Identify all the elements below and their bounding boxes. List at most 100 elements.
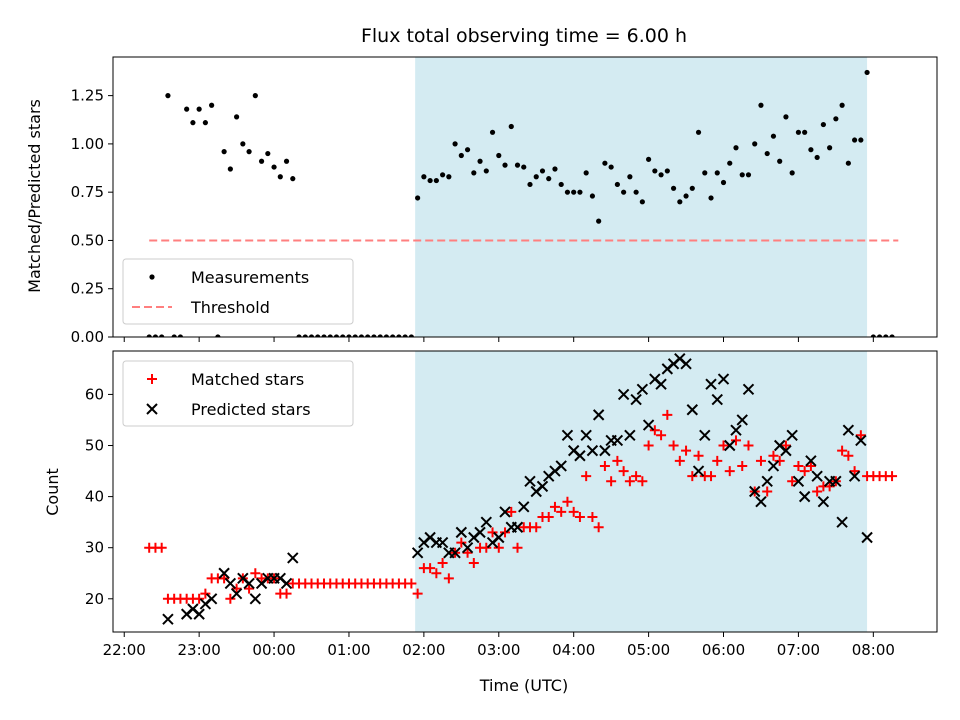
measurement-point — [171, 334, 177, 337]
predicted-point — [162, 613, 174, 625]
measurement-point — [340, 334, 346, 337]
measurement-point — [514, 162, 521, 168]
measurement-point — [371, 334, 377, 337]
measurement-point — [558, 181, 564, 188]
matched-point — [593, 522, 604, 533]
legend-label: Measurements — [191, 268, 309, 287]
matched-point — [656, 430, 667, 441]
plot-area — [146, 69, 899, 337]
matched-point — [668, 440, 679, 451]
legend-box — [122, 360, 354, 427]
matched-point — [706, 471, 717, 482]
predicted-point — [449, 547, 461, 559]
matched-point — [568, 506, 579, 517]
matched-point — [599, 460, 610, 471]
measurement-point — [402, 334, 408, 337]
measurement-point — [302, 334, 308, 337]
matched-point — [793, 460, 804, 471]
matched-point — [231, 583, 242, 594]
axes-frame — [112, 350, 938, 633]
predicted-point — [686, 404, 699, 416]
predicted-point — [280, 577, 293, 590]
predicted-point — [493, 531, 505, 544]
measurement-point — [795, 129, 802, 135]
matched-point — [724, 466, 735, 477]
x-tick-label: 23:00 — [178, 641, 221, 659]
predicted-point — [692, 465, 705, 477]
matched-point — [412, 588, 423, 599]
matched-point — [843, 450, 854, 461]
measurement-point — [633, 189, 639, 195]
matched-point — [194, 593, 205, 604]
matched-point — [549, 501, 560, 512]
x-tick-label: 04:00 — [552, 641, 595, 659]
matched-point — [581, 471, 592, 482]
predicted-point — [817, 496, 830, 508]
measurement-point — [695, 129, 702, 135]
measurement-point — [539, 168, 546, 174]
predicted-point — [461, 541, 474, 554]
measurement-point — [377, 334, 383, 337]
measurement-point — [321, 334, 327, 337]
matched-point — [780, 440, 791, 451]
measurement-point — [608, 164, 614, 170]
y-tick-label: 30 — [85, 539, 104, 557]
predicted-point — [848, 470, 861, 482]
matched-point — [443, 573, 454, 584]
measurement-point — [427, 177, 433, 184]
matched-point — [512, 542, 523, 553]
measurement-point — [564, 189, 571, 195]
measurement-point — [814, 154, 820, 161]
y-tick-label: 20 — [85, 590, 104, 608]
predicted-point — [611, 434, 624, 447]
measurement-point — [727, 160, 733, 166]
measurement-point — [858, 137, 864, 143]
predicted-point — [455, 526, 468, 539]
measurement-point — [209, 102, 215, 108]
predicted-point — [511, 521, 524, 533]
measurement-point — [159, 334, 165, 337]
predicted-point — [736, 414, 748, 426]
measurement-point — [227, 166, 233, 172]
predicted-point — [811, 470, 823, 482]
matched-point — [431, 568, 442, 579]
predicted-point — [499, 506, 511, 518]
predicted-point — [761, 475, 773, 487]
measurement-point — [752, 141, 758, 147]
measurement-point — [271, 164, 277, 170]
matched-point — [674, 455, 685, 466]
matched-point — [687, 471, 698, 482]
measurement-point — [258, 158, 265, 164]
count-panel: 20 30 40 50 60 22:00 23:00 00:00 01:00 02:00 03:00… — [85, 350, 938, 659]
matched-point — [712, 455, 723, 466]
measurement-point — [677, 199, 683, 205]
predicted-point — [230, 587, 243, 600]
matched-point — [755, 455, 766, 466]
y-tick-label: 0.75 — [71, 183, 104, 201]
matched-point — [200, 588, 211, 599]
predicted-point — [586, 444, 599, 457]
measurement-point — [764, 150, 770, 157]
matched-point — [824, 481, 835, 492]
x-tick-label: 02:00 — [402, 641, 445, 659]
matched-point — [244, 583, 255, 594]
matched-point — [631, 471, 642, 482]
predicted-point — [730, 424, 742, 436]
predicted-point — [411, 547, 424, 559]
predicted-point — [287, 552, 299, 564]
predicted-point — [630, 393, 642, 406]
predicted-point — [205, 593, 218, 605]
measurement-point — [365, 334, 371, 337]
predicted-point — [224, 577, 237, 590]
measurement-point — [589, 193, 596, 199]
measurement-point — [602, 160, 608, 166]
measurement-point — [839, 102, 845, 108]
measurement-point — [408, 334, 414, 337]
matched-point — [799, 466, 810, 477]
matched-point — [649, 425, 660, 436]
matched-point — [156, 542, 167, 553]
matched-point — [768, 450, 779, 461]
measurement-point — [533, 174, 539, 180]
measurement-point — [845, 160, 851, 166]
measurement-point — [196, 106, 202, 112]
